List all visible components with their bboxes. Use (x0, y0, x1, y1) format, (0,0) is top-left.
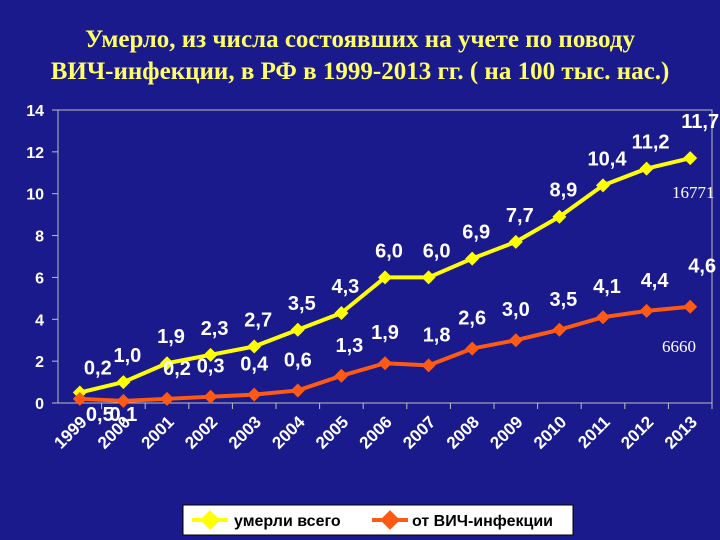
legend-box (182, 504, 574, 536)
data-point-series-2 (683, 299, 698, 314)
series-group (72, 151, 698, 408)
data-point-series-1 (160, 356, 174, 371)
data-label-series-1: 7,7 (506, 205, 534, 227)
data-point-series-1 (596, 178, 610, 193)
data-point-series-2 (72, 391, 87, 406)
x-tick-label: 2012 (617, 412, 657, 452)
data-label-series-1: 6,0 (423, 240, 451, 262)
data-label-series-1: 0,2 (84, 358, 112, 380)
data-point-series-1 (552, 209, 567, 224)
legend-label-series-2: от ВИЧ-инфекции (412, 513, 553, 530)
data-point-series-2 (247, 387, 262, 402)
x-tick-label: 2004 (268, 412, 309, 453)
data-label-series-1: 4,3 (331, 276, 359, 298)
data-label-series-2: 0,4 (240, 354, 269, 376)
data-label-series-1: 6,0 (375, 240, 403, 262)
x-tick-label: 2003 (225, 412, 265, 452)
data-label-series-2: 0,6 (284, 349, 312, 371)
annotation-hiv: 6660 (662, 337, 696, 356)
data-point-series-1 (247, 339, 262, 354)
x-tick-label: 2001 (138, 412, 178, 452)
data-point-series-1 (421, 270, 436, 285)
data-label-series-1: 2,7 (244, 309, 272, 331)
data-label-series-1: 1,0 (113, 345, 141, 367)
annotation-total: 16771 (672, 183, 715, 202)
data-point-series-1 (378, 270, 392, 285)
data-point-series-2 (421, 358, 436, 373)
legend-marker-series-2 (380, 510, 400, 530)
x-tick-label: 1999 (50, 412, 90, 452)
data-point-series-2 (639, 303, 654, 318)
x-tick-label: 2006 (356, 412, 396, 452)
data-point-series-1 (116, 375, 131, 390)
x-tick-label: 2007 (399, 412, 439, 452)
data-point-series-1 (334, 306, 349, 321)
y-tick-label: 8 (35, 229, 44, 246)
data-label-series-1: 11,7 (681, 111, 719, 133)
data-label-series-1: 2,3 (201, 318, 229, 340)
data-point-series-2 (160, 391, 174, 406)
x-tick-label: 2002 (181, 412, 221, 452)
data-label-series-2: 1,9 (371, 322, 399, 344)
data-point-series-2 (465, 341, 480, 356)
data-point-series-2 (334, 368, 349, 383)
data-label-series-2: 0,5 (86, 404, 114, 426)
data-label-series-1: 1,9 (157, 326, 185, 348)
series-line-2 (79, 304, 691, 403)
x-tick-label: 2005 (312, 412, 352, 452)
data-point-series-2 (378, 356, 392, 371)
data-label-series-2: 1,8 (423, 324, 451, 346)
data-label-series-2: 4,6 (688, 256, 716, 278)
data-labels: 0,21,01,9 2,3 2,73,54,36,0 6,06,97,78,910,4… (84, 111, 719, 426)
data-label-series-2: 3,5 (549, 289, 577, 311)
data-point-series-1 (203, 347, 218, 362)
data-label-series-1: 8,9 (549, 180, 577, 202)
data-label-series-2: 3,0 (502, 299, 530, 321)
data-label-series-1: 6,9 (462, 222, 490, 244)
chart-title-line-1: Умерло, из числа состоявших на учете по … (85, 26, 635, 53)
data-point-series-1 (639, 161, 654, 176)
data-point-series-1 (508, 234, 523, 249)
data-point-series-2 (116, 393, 131, 408)
legend: умерли всего от ВИЧ-инфекции (182, 504, 574, 536)
data-label-series-2: 0,2 (163, 358, 191, 380)
data-point-series-2 (508, 333, 523, 348)
y-tick-label: 10 (26, 187, 44, 204)
y-tick-label: 0 (35, 396, 44, 413)
legend-label-series-1: умерли всего (234, 513, 341, 530)
y-tick-label: 14 (26, 103, 44, 120)
data-label-series-2: 0,3 (197, 356, 225, 378)
data-label-series-2: 1,3 (335, 335, 363, 357)
y-tick-label: 2 (35, 354, 44, 371)
x-tick-label: 2013 (661, 412, 701, 452)
y-tick-label: 12 (26, 145, 44, 162)
data-label-series-2: 4,1 (593, 276, 621, 298)
y-tick-label: 6 (35, 270, 44, 287)
data-point-series-1 (290, 322, 305, 337)
data-label-series-1: 10,4 (588, 148, 628, 170)
data-label-series-1: 3,5 (288, 293, 316, 315)
plot-area (57, 109, 713, 404)
data-label-series-1: 11,2 (632, 132, 670, 154)
data-point-series-2 (596, 310, 610, 325)
x-tick-label: 2008 (443, 412, 483, 452)
x-tick-label: 2010 (530, 412, 570, 452)
data-point-series-2 (290, 383, 305, 398)
data-label-series-2: 4,4 (641, 270, 670, 292)
y-tick-label: 4 (35, 312, 44, 329)
chart-title-line-2: ВИЧ-инфекции, в РФ в 1999-2013 гг. ( на … (50, 58, 670, 85)
data-label-series-2: 2,6 (458, 308, 486, 330)
data-point-series-2 (552, 322, 567, 337)
data-point-series-1 (683, 151, 698, 166)
data-point-series-1 (465, 251, 480, 266)
x-tick-label: 2009 (486, 412, 526, 452)
data-label-series-2: 0,1 (109, 404, 137, 426)
data-point-series-2 (203, 389, 218, 404)
x-tick-label: 2011 (574, 412, 614, 452)
